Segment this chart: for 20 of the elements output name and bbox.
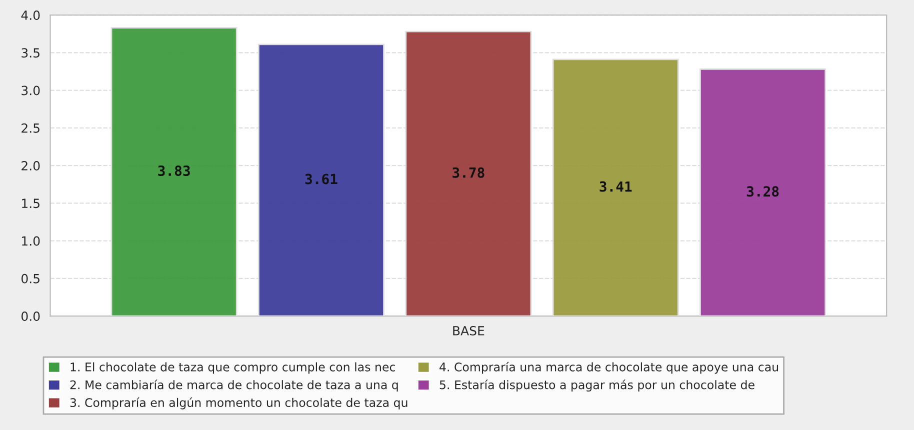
y-tick-label: 3.0 bbox=[22, 86, 40, 96]
y-tick-label: 1.0 bbox=[22, 236, 40, 246]
y-tick-label: 2.5 bbox=[22, 123, 40, 133]
data-label: 3.41 bbox=[600, 181, 632, 192]
y-tick-label: 4.0 bbox=[21, 10, 40, 20]
legend-label: 3. Compraría en algún momento un chocolate de taza qu bbox=[70, 397, 408, 410]
y-tick-label: 0.5 bbox=[21, 274, 40, 284]
data-label: 3.83 bbox=[158, 165, 190, 176]
y-tick-label: 0.0 bbox=[21, 312, 40, 321]
y-tick-label: 3.5 bbox=[22, 48, 40, 58]
legend-label: 2. Me cambiaría de marca de chocolate de taza a una q bbox=[70, 380, 398, 392]
y-tick-label: 2.0 bbox=[22, 161, 40, 170]
data-label: 3.78 bbox=[452, 167, 484, 178]
y-tick-label: 1.5 bbox=[22, 198, 40, 208]
legend-label: 5. Estaría dispuesto a pagar más por un chocolate de bbox=[440, 380, 754, 392]
data-label: 3.61 bbox=[305, 174, 338, 184]
data-label: 3.28 bbox=[746, 186, 779, 197]
legend-label: 4. Compraría una marca de chocolate que apoye una cau bbox=[440, 362, 778, 374]
legend-label: 1. El chocolate de taza que compro cumple con las nec bbox=[70, 362, 395, 374]
x-tick-label: BASE bbox=[453, 326, 484, 336]
